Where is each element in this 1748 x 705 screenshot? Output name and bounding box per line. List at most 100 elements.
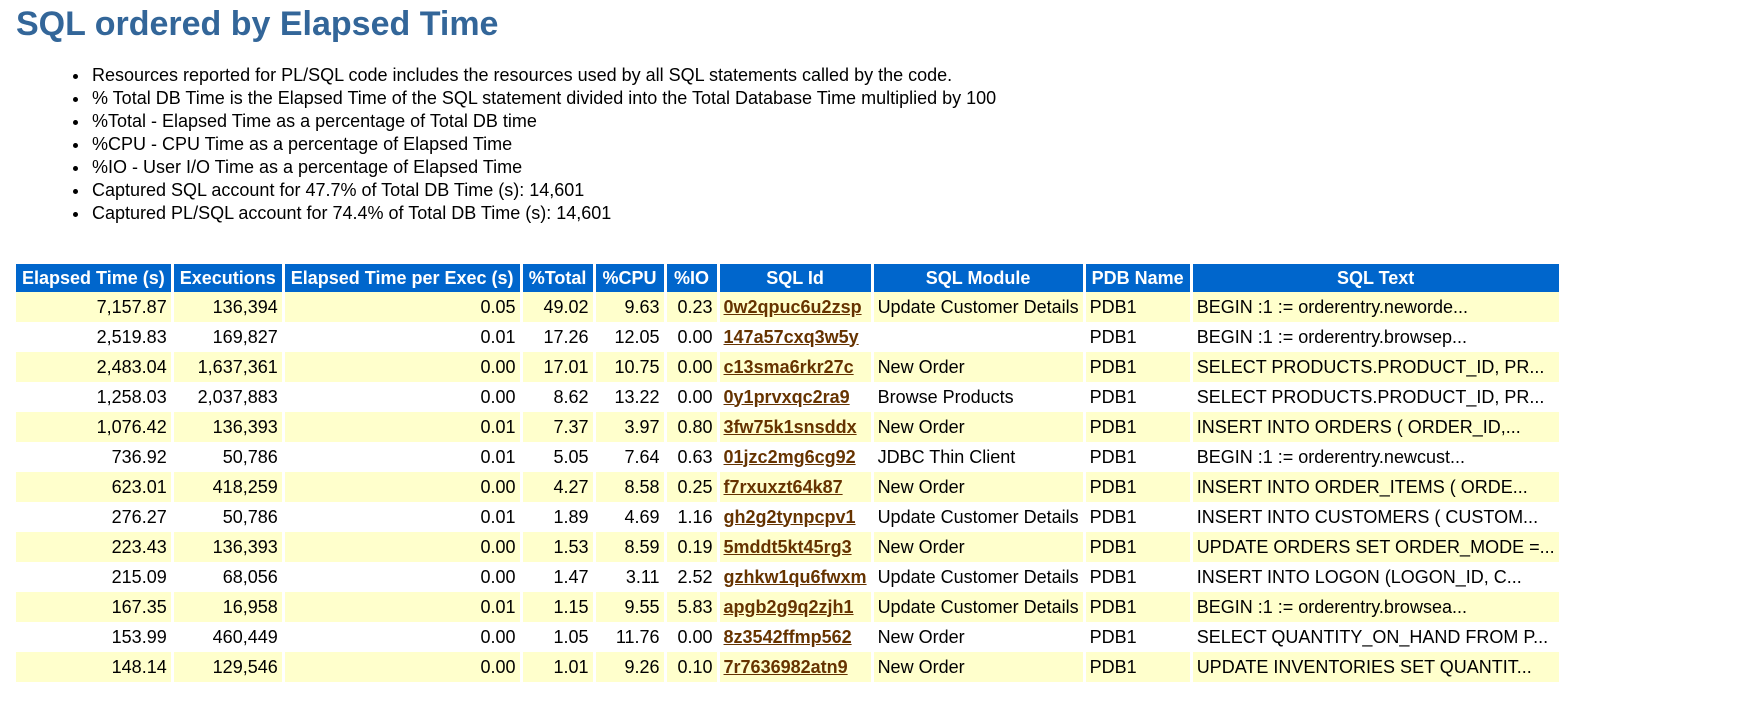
sql-id-cell: 0y1prvxqc2ra9	[719, 382, 871, 412]
table-row: 153.99 460,449 0.00 1.05 11.76 0.00 8z3542ffmp…	[16, 622, 1559, 652]
executions-cell: 16,958	[173, 592, 282, 622]
pct-io-cell: 0.00	[666, 622, 717, 652]
executions-cell: 68,056	[173, 562, 282, 592]
note-item: %Total - Elapsed Time as a percentage of…	[90, 110, 996, 133]
sql-id-link[interactable]: 5mddt5kt45rg3	[723, 536, 852, 557]
elapsed-per-exec-cell: 0.01	[284, 592, 520, 622]
pdb-name-cell: PDB1	[1085, 532, 1190, 562]
pct-total-cell: 5.05	[522, 442, 593, 472]
sql-id-cell: apgb2g9q2zjh1	[719, 592, 871, 622]
elapsed-time-cell: 1,258.03	[16, 382, 171, 412]
table-row: 2,483.04 1,637,361 0.00 17.01 10.75 0.00 c13sm…	[16, 352, 1559, 382]
elapsed-per-exec-cell: 0.00	[284, 562, 520, 592]
elapsed-time-cell: 1,076.42	[16, 412, 171, 442]
pct-cpu-cell: 13.22	[595, 382, 664, 412]
pct-cpu-cell: 7.64	[595, 442, 664, 472]
sql-id-link[interactable]: 147a57cxq3w5y	[723, 326, 859, 347]
pdb-name-cell: PDB1	[1085, 472, 1190, 502]
pct-io-cell: 0.00	[666, 382, 717, 412]
sql-id-link[interactable]: apgb2g9q2zjh1	[723, 596, 854, 617]
executions-cell: 136,393	[173, 532, 282, 562]
pct-io-cell: 0.23	[666, 292, 717, 322]
pct-total-cell: 1.15	[522, 592, 593, 622]
pct-io-cell: 0.19	[666, 532, 717, 562]
table-row: 623.01 418,259 0.00 4.27 8.58 0.25 f7rxuxzt64k…	[16, 472, 1559, 502]
sql-text-cell: INSERT INTO CUSTOMERS ( CUSTOM...	[1192, 502, 1559, 532]
sql-text-cell: BEGIN :1 := orderentry.newcust...	[1192, 442, 1559, 472]
page-title: SQL ordered by Elapsed Time	[16, 5, 499, 43]
executions-cell: 1,637,361	[173, 352, 282, 382]
sql-id-link[interactable]: gh2g2tynpcpv1	[723, 506, 856, 527]
sql-id-cell: f7rxuxzt64k87	[719, 472, 871, 502]
table-row: 1,258.03 2,037,883 0.00 8.62 13.22 0.00 0y1prv…	[16, 382, 1559, 412]
sql-text-cell: UPDATE INVENTORIES SET QUANTIT...	[1192, 652, 1559, 682]
elapsed-per-exec-cell: 0.00	[284, 652, 520, 682]
sql-text-cell: BEGIN :1 := orderentry.neworde...	[1192, 292, 1559, 322]
pct-io-cell: 0.10	[666, 652, 717, 682]
note-item: Captured SQL account for 47.7% of Total …	[90, 179, 996, 202]
sql-text-cell: UPDATE ORDERS SET ORDER_MODE =...	[1192, 532, 1559, 562]
table-row: 223.43 136,393 0.00 1.53 8.59 0.19 5mddt5kt45r…	[16, 532, 1559, 562]
sql-module-cell: New Order	[873, 472, 1083, 502]
elapsed-time-cell: 167.35	[16, 592, 171, 622]
pct-cpu-cell: 12.05	[595, 322, 664, 352]
sql-id-cell: 3fw75k1snsddx	[719, 412, 871, 442]
sql-module-cell: New Order	[873, 652, 1083, 682]
sql-id-link[interactable]: 0y1prvxqc2ra9	[723, 386, 850, 407]
sql-id-link[interactable]: 7r7636982atn9	[723, 656, 848, 677]
pct-io-cell: 0.25	[666, 472, 717, 502]
pct-io-cell: 5.83	[666, 592, 717, 622]
sql-id-link[interactable]: 01jzc2mg6cg92	[723, 446, 856, 467]
pdb-name-cell: PDB1	[1085, 382, 1190, 412]
pct-total-cell: 1.53	[522, 532, 593, 562]
pct-total-cell: 17.01	[522, 352, 593, 382]
sql-module-cell: Update Customer Details	[873, 562, 1083, 592]
executions-cell: 2,037,883	[173, 382, 282, 412]
pct-io-cell: 1.16	[666, 502, 717, 532]
note-item: Resources reported for PL/SQL code inclu…	[90, 64, 996, 87]
elapsed-time-cell: 7,157.87	[16, 292, 171, 322]
sql-text-cell: SELECT QUANTITY_ON_HAND FROM P...	[1192, 622, 1559, 652]
pct-total-cell: 1.47	[522, 562, 593, 592]
note-item: Captured PL/SQL account for 74.4% of Tot…	[90, 202, 996, 225]
sql-module-cell: New Order	[873, 352, 1083, 382]
elapsed-per-exec-cell: 0.01	[284, 322, 520, 352]
executions-cell: 129,546	[173, 652, 282, 682]
pct-total-cell: 17.26	[522, 322, 593, 352]
elapsed-time-cell: 276.27	[16, 502, 171, 532]
sql-id-link[interactable]: gzhkw1qu6fwxm	[723, 566, 867, 587]
executions-cell: 50,786	[173, 502, 282, 532]
sql-id-link[interactable]: f7rxuxzt64k87	[723, 476, 843, 497]
sql-id-link[interactable]: 8z3542ffmp562	[723, 626, 852, 647]
table-row: 276.27 50,786 0.01 1.89 4.69 1.16 gh2g2tynpcpv…	[16, 502, 1559, 532]
sql-id-link[interactable]: 0w2qpuc6u2zsp	[723, 296, 862, 317]
pdb-name-cell: PDB1	[1085, 352, 1190, 382]
table-row: 2,519.83 169,827 0.01 17.26 12.05 0.00 147a57c…	[16, 322, 1559, 352]
sql-text-cell: BEGIN :1 := orderentry.browsea...	[1192, 592, 1559, 622]
sql-id-cell: 01jzc2mg6cg92	[719, 442, 871, 472]
sql-id-link[interactable]: c13sma6rkr27c	[723, 356, 854, 377]
table-row: 736.92 50,786 0.01 5.05 7.64 0.63 01jzc2mg6cg9…	[16, 442, 1559, 472]
sql-id-cell: 0w2qpuc6u2zsp	[719, 292, 871, 322]
pdb-name-cell: PDB1	[1085, 622, 1190, 652]
elapsed-time-cell: 2,519.83	[16, 322, 171, 352]
sql-id-cell: 147a57cxq3w5y	[719, 322, 871, 352]
pct-cpu-cell: 4.69	[595, 502, 664, 532]
executions-cell: 136,393	[173, 412, 282, 442]
pct-total-cell: 7.37	[522, 412, 593, 442]
note-item: %IO - User I/O Time as a percentage of E…	[90, 156, 996, 179]
pct-cpu-cell: 9.55	[595, 592, 664, 622]
elapsed-time-cell: 223.43	[16, 532, 171, 562]
header-pct-cpu: %CPU	[595, 264, 664, 292]
pct-io-cell: 2.52	[666, 562, 717, 592]
sql-id-link[interactable]: 3fw75k1snsddx	[723, 416, 857, 437]
executions-cell: 418,259	[173, 472, 282, 502]
pdb-name-cell: PDB1	[1085, 292, 1190, 322]
header-sql-text: SQL Text	[1192, 264, 1559, 292]
pdb-name-cell: PDB1	[1085, 442, 1190, 472]
sql-id-cell: 8z3542ffmp562	[719, 622, 871, 652]
elapsed-time-cell: 623.01	[16, 472, 171, 502]
sql-text-cell: INSERT INTO ORDERS ( ORDER_ID,...	[1192, 412, 1559, 442]
elapsed-per-exec-cell: 0.00	[284, 382, 520, 412]
elapsed-time-cell: 153.99	[16, 622, 171, 652]
